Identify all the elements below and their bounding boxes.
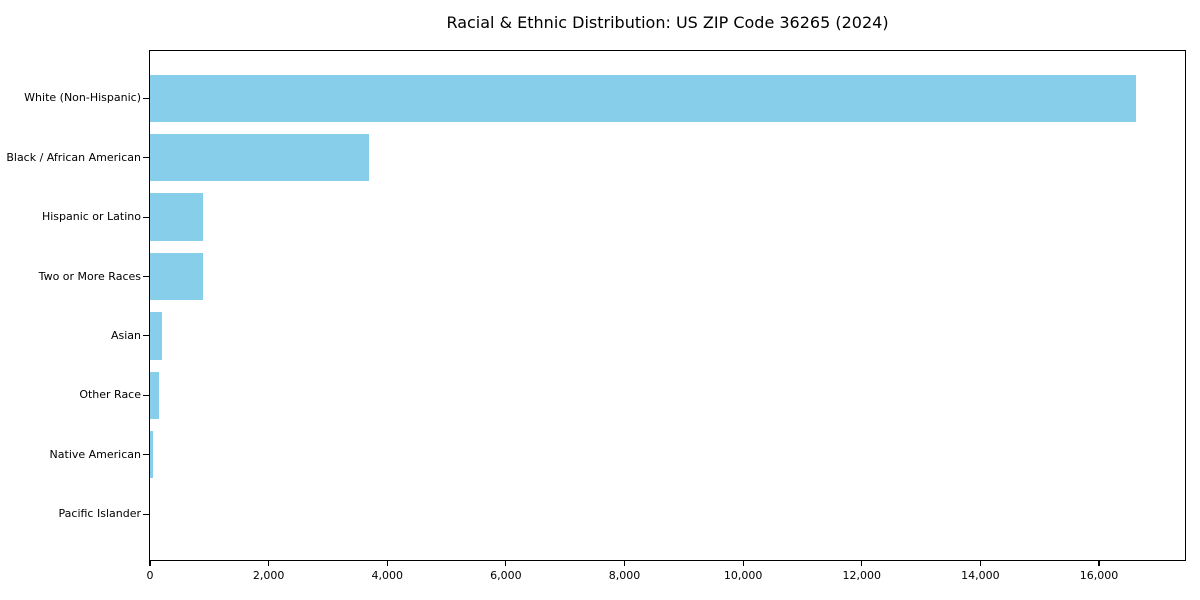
y-tick-label-other-race: Other Race [79, 388, 141, 402]
bar-native-american [150, 430, 153, 479]
x-tick-label-6000: 6,000 [490, 569, 522, 582]
bar-other-race [150, 371, 159, 420]
x-tick-label-4000: 4,000 [371, 569, 403, 582]
x-tick-label-0: 0 [146, 569, 154, 582]
y-tick-mark [143, 275, 149, 278]
y-tick-label-asian: Asian [110, 328, 141, 342]
x-tick-label-12000: 12,000 [842, 569, 881, 582]
y-tick-mark [143, 513, 149, 515]
y-tick-mark [143, 454, 149, 456]
x-tick-mark [861, 560, 863, 566]
bar-two-or-more-races [150, 252, 204, 301]
x-tick-mark [149, 560, 151, 566]
y-tick-label-black-african-american: Black / African American [6, 150, 141, 164]
y-tick-mark [143, 335, 149, 337]
y-tick-label-white-non-hispanic: White (Non-Hispanic) [24, 91, 141, 105]
y-tick-label-two-or-more-races: Two or More Races [38, 269, 141, 283]
chart-title: Racial & Ethnic Distribution: US ZIP Cod… [446, 13, 889, 32]
bar-black-african-american [150, 133, 369, 182]
y-tick-mark [143, 97, 149, 99]
y-tick-mark [143, 216, 149, 218]
bar-white-non-hispanic [150, 74, 1136, 123]
x-tick-mark [268, 560, 270, 566]
x-tick-mark [623, 560, 626, 566]
y-tick-label-pacific-islander: Pacific Islander [58, 507, 141, 521]
y-tick-mark [143, 157, 149, 159]
x-tick-mark [742, 560, 744, 566]
bar-asian [150, 312, 162, 360]
x-tick-label-16000: 16,000 [1079, 569, 1119, 582]
bar-hispanic-or-latino [150, 193, 203, 241]
x-tick-mark [1098, 560, 1100, 566]
x-tick-label-14000: 14,000 [961, 569, 1000, 582]
x-tick-label-10000: 10,000 [723, 569, 763, 582]
plot-area [149, 50, 1186, 561]
y-tick-mark [143, 394, 149, 396]
y-tick-label-hispanic-or-latino: Hispanic or Latino [41, 210, 141, 224]
x-tick-label-2000: 2,000 [252, 569, 285, 582]
y-tick-label-native-american: Native American [49, 447, 141, 461]
x-tick-mark [505, 560, 507, 566]
x-tick-label-8000: 8,000 [608, 569, 641, 582]
x-tick-mark [979, 560, 981, 566]
x-tick-mark [386, 560, 388, 566]
